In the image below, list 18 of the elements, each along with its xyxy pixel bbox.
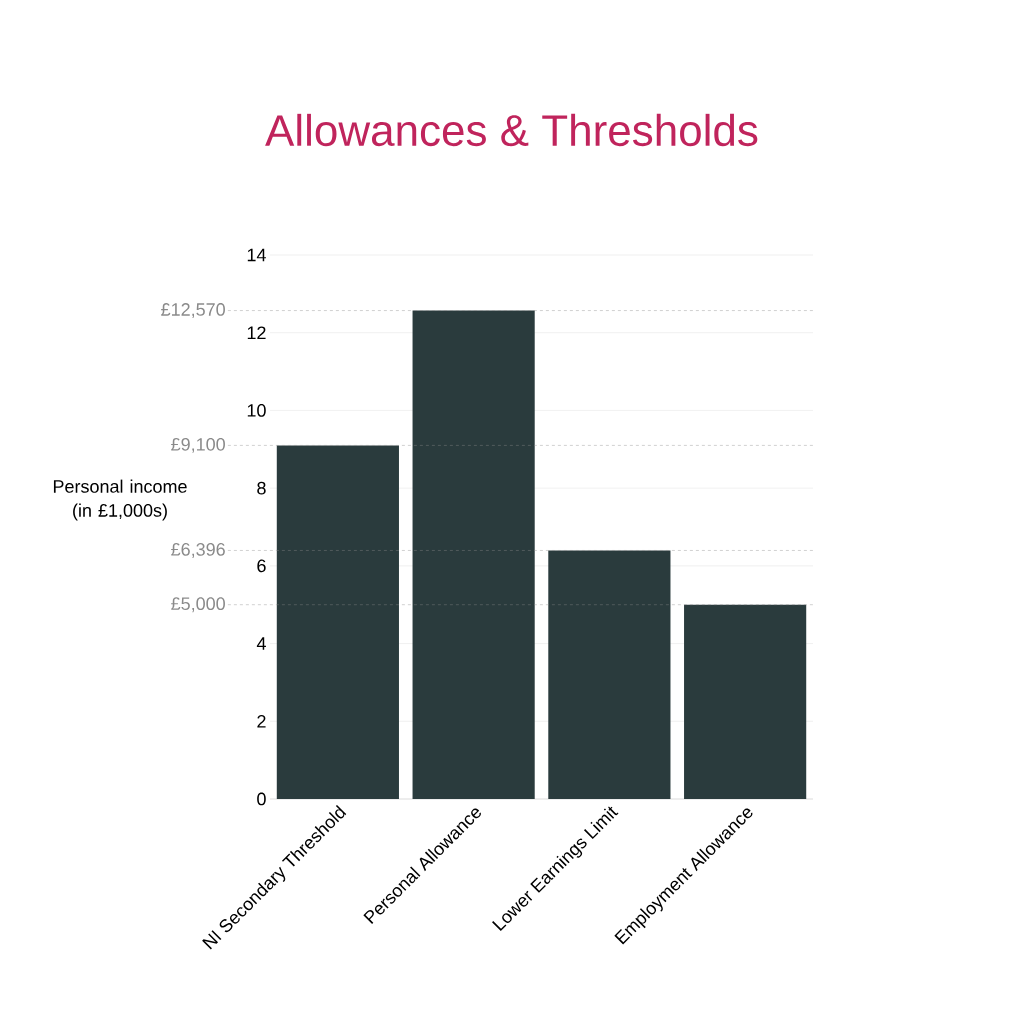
bar: [548, 550, 671, 799]
y-tick-label: 2: [257, 714, 266, 728]
chart-title: Allowances & Thresholds: [265, 113, 758, 147]
y-tick-label: 4: [256, 637, 266, 650]
bar: [684, 604, 807, 799]
bar: [276, 445, 399, 799]
bar: [412, 310, 535, 799]
ref-line-label: £5,000: [171, 597, 225, 613]
y-tick-label: 14: [247, 248, 266, 262]
y-axis-title: Personal income (in £1,000s): [53, 479, 187, 521]
ref-line-label: £6,396: [171, 543, 225, 558]
y-tick-label: 12: [247, 326, 266, 339]
y-tick-label: 6: [257, 559, 266, 573]
ref-line-label: £9,100: [171, 437, 225, 453]
y-tick-label: 10: [247, 404, 266, 417]
ref-line-label: £12,570: [161, 303, 225, 318]
y-tick-label: 8: [257, 481, 266, 495]
y-tick-label: 0: [257, 792, 266, 806]
